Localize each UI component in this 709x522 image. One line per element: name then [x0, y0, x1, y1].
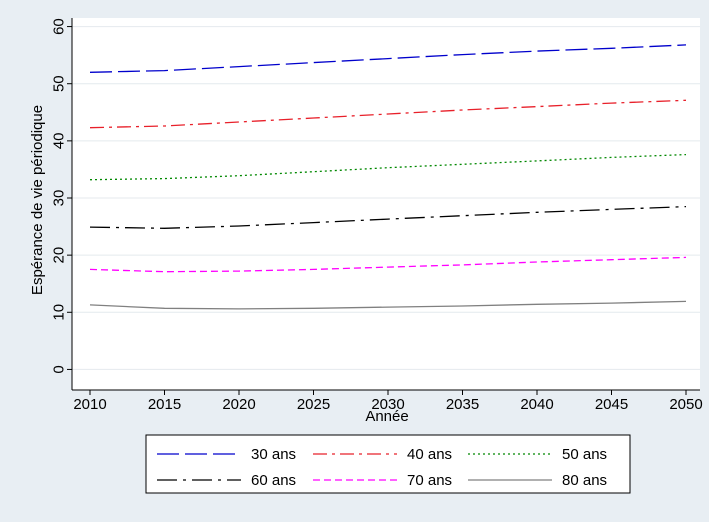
series-line-80-ans — [89, 300, 687, 310]
legend-label: 40 ans — [407, 446, 452, 463]
x-axis-ticks: 2010 2015 2020 2025 2030 2035 2040 2045 2050 — [73, 390, 703, 413]
y-tick-label: 10 — [51, 304, 68, 321]
x-tick-label: 2035 — [446, 396, 479, 413]
legend-label: 30 ans — [251, 446, 296, 463]
series-line-30-ans — [89, 44, 687, 73]
axes — [71, 18, 700, 391]
y-tick-label: 20 — [51, 247, 68, 264]
legend-box — [145, 434, 631, 494]
x-tick-label: 2020 — [222, 396, 255, 413]
x-tick-label: 2030 — [371, 396, 404, 413]
gridlines — [72, 26, 700, 370]
series-line-40-ans — [89, 99, 687, 129]
series-line-70-ans — [89, 256, 687, 273]
legend-label: 60 ans — [251, 472, 296, 489]
series-line-60-ans — [89, 205, 687, 229]
x-tick-label: 2050 — [669, 396, 702, 413]
legend-label: 70 ans — [407, 472, 452, 489]
x-tick-label: 2010 — [73, 396, 106, 413]
y-tick-label: 30 — [51, 190, 68, 207]
y-tick-label: 50 — [51, 75, 68, 92]
y-tick-label: 60 — [51, 18, 68, 35]
y-tick-label: 0 — [51, 365, 68, 373]
y-axis-label: Espérance de vie périodique — [29, 105, 46, 295]
x-tick-label: 2040 — [520, 396, 553, 413]
y-axis-ticks: 0 10 20 30 40 50 60 — [51, 18, 72, 374]
y-tick-label: 40 — [51, 133, 68, 150]
x-axis-label: Année — [365, 408, 408, 425]
series-lines — [89, 44, 687, 310]
x-tick-label: 2025 — [297, 396, 330, 413]
x-tick-label: 2045 — [595, 396, 628, 413]
legend-label: 80 ans — [562, 472, 607, 489]
legend-label: 50 ans — [562, 446, 607, 463]
legend: 30 ans 40 ans 50 ans 60 ans 70 ans 80 ans — [145, 434, 631, 494]
plot-area — [72, 18, 700, 390]
x-tick-label: 2015 — [148, 396, 181, 413]
